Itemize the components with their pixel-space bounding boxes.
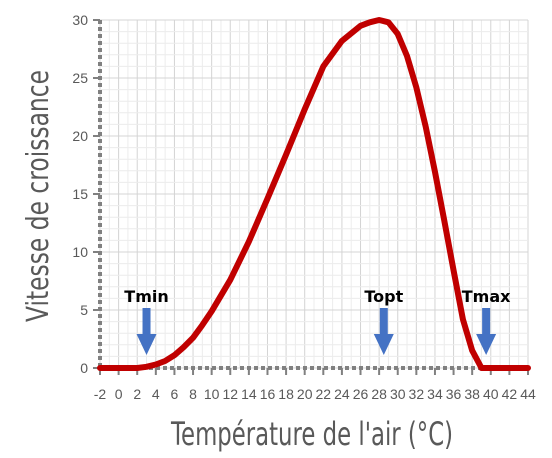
annotation-topt: Topt (364, 287, 404, 355)
x-tick-label: 24 (334, 386, 350, 402)
x-tick-label: 40 (483, 386, 499, 402)
down-arrow-icon (373, 308, 394, 355)
annotation-label: Topt (364, 287, 403, 306)
annotation-label: Tmin (124, 287, 168, 306)
annotation-tmin: Tmin (124, 287, 169, 355)
x-tick-label: 10 (204, 386, 220, 402)
y-tick-label: 30 (72, 12, 88, 28)
x-tick-label: 28 (371, 386, 387, 402)
x-tick-label: 0 (115, 386, 123, 402)
grid-lines (99, 19, 529, 369)
x-tick-label: 26 (353, 386, 369, 402)
y-axis-tick-labels: 0 5 10 15 20 25 30 (72, 12, 88, 376)
x-tick-label: 20 (297, 386, 313, 402)
down-arrow-icon (476, 308, 497, 355)
x-tick-label: 4 (152, 386, 160, 402)
y-tick-label: 0 (80, 360, 88, 376)
x-tick-label: 30 (390, 386, 406, 402)
x-tick-label: 2 (133, 386, 141, 402)
x-tick-label: 8 (189, 386, 197, 402)
x-tick-label: 44 (520, 386, 536, 402)
x-tick-label: 22 (316, 386, 332, 402)
y-tick-label: 15 (72, 186, 88, 202)
x-tick-label: 36 (446, 386, 462, 402)
x-tick-label: 16 (260, 386, 276, 402)
x-tick-label: 18 (278, 386, 294, 402)
x-tick-label: 14 (241, 386, 257, 402)
y-tick-label: 5 (80, 302, 88, 318)
y-tick-label: 20 (72, 128, 88, 144)
x-tick-label: 42 (502, 386, 518, 402)
annotation-tmax: Tmax (462, 287, 511, 355)
x-tick-label: 6 (171, 386, 179, 402)
series-line-growth-curve (97, 17, 531, 371)
y-tick-label: 10 (72, 244, 88, 260)
y-tick-label: 25 (72, 70, 88, 86)
x-tick-label: 32 (409, 386, 425, 402)
annotation-label: Tmax (462, 287, 511, 306)
down-arrow-icon (136, 308, 157, 355)
x-tick-label: 38 (464, 386, 480, 402)
x-axis-tick-labels: -2 0 2 4 6 8 10 12 14 16 18 20 22 24 26 28 30 32 34 36 38 40 4… (94, 386, 536, 402)
x-tick-label: -2 (94, 386, 107, 402)
x-tick-label: 34 (427, 386, 443, 402)
x-tick-label: 12 (222, 386, 238, 402)
y-axis-title: Vitesse de croissance (21, 70, 56, 322)
temperature-annotations: Tmin Topt Tmax (124, 287, 511, 355)
x-axis-title: Température de l'air (°C) (170, 415, 453, 453)
